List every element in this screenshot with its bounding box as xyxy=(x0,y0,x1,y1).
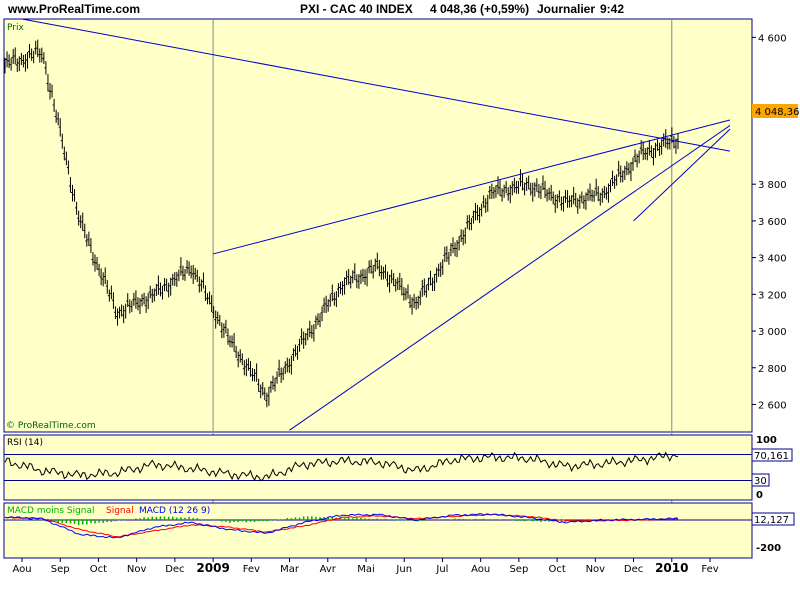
x-label-0: Aou xyxy=(12,564,31,575)
x-label-1: Sep xyxy=(51,564,70,575)
price-tick-2: 3 800 xyxy=(758,180,787,191)
x-label-10: Jun xyxy=(395,564,412,575)
macd-line xyxy=(4,513,679,539)
x-label-15: Nov xyxy=(586,564,606,575)
rsi-tick-30: 30 xyxy=(754,476,767,487)
macd-label-macd: MACD (12 26 9) xyxy=(139,506,210,516)
x-label-17: 2010 xyxy=(655,561,688,575)
price-tick-3: 3 600 xyxy=(758,217,787,228)
macd-tick-minus200: -200 xyxy=(756,543,781,554)
price-panel[interactable] xyxy=(3,18,753,433)
x-label-6: Fev xyxy=(243,564,260,575)
rsi-line xyxy=(4,451,679,482)
price-tick-6: 3 000 xyxy=(758,327,787,338)
rsi-30-tag xyxy=(751,473,770,487)
rsi-panel-label: RSI (14) xyxy=(7,438,43,448)
x-label-16: Dec xyxy=(624,564,643,575)
trendlines xyxy=(21,18,731,431)
x-label-14: Oct xyxy=(548,564,565,575)
time-label: 9:42 xyxy=(600,2,625,16)
x-label-9: Mai xyxy=(357,564,375,575)
rsi-current-label: 70,161 xyxy=(754,451,789,462)
macd-current-tag xyxy=(751,512,795,526)
price-tick-0: 4 600 xyxy=(758,33,787,44)
macd-panel[interactable] xyxy=(3,502,753,559)
macd-label-signal: Signal xyxy=(106,506,134,516)
rsi-tick-0: 0 xyxy=(756,490,763,501)
current-price-label: 4 048,36 xyxy=(755,107,800,118)
period-label: Journalier xyxy=(537,2,596,16)
x-label-18: Fev xyxy=(701,564,718,575)
x-label-11: Jul xyxy=(435,564,448,575)
macd-signal-line xyxy=(4,513,679,538)
last-price-change: 4 048,36 (+0,59%) xyxy=(430,2,530,16)
x-label-7: Mar xyxy=(280,564,300,575)
trendline-1[interactable] xyxy=(212,119,731,255)
macd-label-hist: MACD moins Signal xyxy=(7,506,95,516)
x-axis: Aou Sep Oct Nov Dec 2009 Fev Mar Avr Mai Jun Jul Aou… xyxy=(12,558,719,575)
rsi-current-tag xyxy=(751,448,793,462)
price-tick-8: 2 600 xyxy=(758,400,787,411)
trendline-3[interactable] xyxy=(633,128,731,222)
price-panel-label: Prix xyxy=(7,23,24,33)
x-label-2: Oct xyxy=(90,564,107,575)
trendline-0[interactable] xyxy=(21,18,731,152)
ticker-title: PXI - CAC 40 INDEX xyxy=(300,2,413,16)
x-label-4: Dec xyxy=(165,564,184,575)
price-tick-5: 3 200 xyxy=(758,290,787,301)
rsi-panel[interactable] xyxy=(3,434,753,501)
x-label-5: 2009 xyxy=(196,561,229,575)
x-label-8: Avr xyxy=(320,564,337,575)
x-label-13: Sep xyxy=(509,564,528,575)
price-tick-7: 2 800 xyxy=(758,364,787,375)
price-series xyxy=(3,39,679,408)
trendline-2[interactable] xyxy=(289,125,731,431)
macd-series xyxy=(4,513,752,539)
watermark: © ProRealTime.com xyxy=(6,421,96,431)
price-tick-4: 3 400 xyxy=(758,254,787,265)
x-label-12: Aou xyxy=(471,564,490,575)
current-price-tag xyxy=(752,104,798,118)
site-title[interactable]: www.ProRealTime.com xyxy=(8,2,141,16)
macd-current-label: 12,127 xyxy=(754,515,789,526)
rsi-series xyxy=(4,451,752,482)
x-label-3: Nov xyxy=(127,564,147,575)
rsi-tick-100: 100 xyxy=(756,435,777,446)
